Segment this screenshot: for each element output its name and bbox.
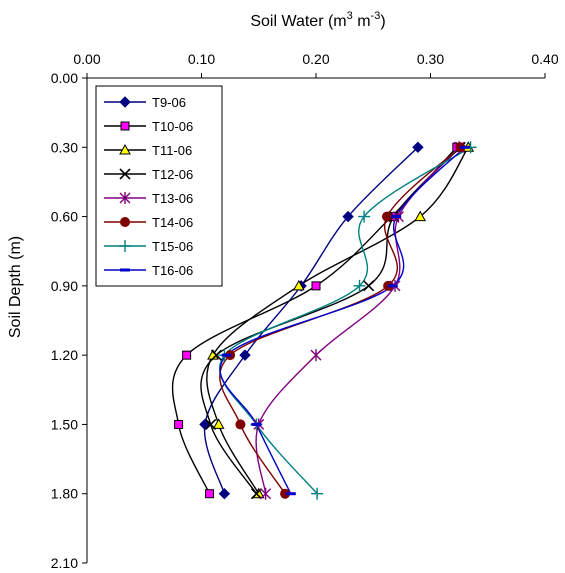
axes: 0.00 0.10 0.20 0.30 0.40 0.00 0.30 0.60 0.90 1.20… [51, 51, 559, 571]
data-point-t11-06-4 [212, 418, 225, 429]
legend: T9-06 T10-06 T11-06 T12-06 T13-06 T14-06 T15-0… [95, 85, 223, 287]
legend-item-t15-06: T15-06 [104, 239, 193, 254]
data-point-t12-06-3 [210, 349, 222, 361]
series-line-t9-06 [203, 146, 419, 494]
legend-item-t11-06: T11-06 [104, 143, 192, 158]
data-point-t16-06-4 [251, 422, 262, 426]
legend-label: T9-06 [152, 95, 186, 110]
series-markers [174, 141, 477, 500]
data-point-t9-06-5 [218, 488, 231, 500]
data-point-t13-06-3 [310, 349, 322, 362]
data-point-t11-06-2 [292, 279, 305, 291]
data-point-t13-06-5 [260, 487, 272, 500]
legend-marker [120, 268, 130, 272]
data-point-t12-06-2 [363, 280, 375, 292]
legend-box [95, 85, 223, 287]
series-line-t13-06 [255, 146, 460, 494]
data-point-t10-06-4 [174, 419, 184, 429]
y-tick-label: 0.00 [51, 70, 78, 86]
data-point-t9-06-3 [239, 349, 251, 361]
y-axis-title: Soil Depth (m) [7, 236, 24, 338]
legend-label: T13-06 [152, 191, 193, 206]
data-point-t9-06-4 [199, 418, 211, 431]
data-point-t9-06-1 [342, 210, 354, 223]
data-point-t12-06-4 [205, 418, 217, 430]
legend-marker [120, 121, 130, 131]
data-point-t16-06-1 [391, 215, 402, 219]
data-point-t15-06-2 [353, 279, 366, 292]
data-point-t9-06-0 [412, 141, 424, 153]
legend-label: T12-06 [152, 167, 193, 182]
x-tick-label: 0.00 [73, 51, 100, 67]
y-tick-label: 1.20 [51, 347, 78, 363]
y-tick-label: 1.80 [51, 486, 78, 502]
y-tick-label: 1.50 [51, 416, 78, 432]
legend-marker [119, 240, 131, 252]
legend-item-t10-06: T10-06 [104, 119, 193, 134]
y-tick-label: 2.10 [51, 555, 78, 571]
legend-marker [119, 168, 131, 180]
data-point-t10-06-3 [182, 350, 192, 360]
legend-label: T11-06 [152, 143, 192, 158]
legend-item-t9-06: T9-06 [104, 95, 186, 110]
y-tick-label: 0.60 [51, 209, 78, 225]
data-point-t14-06-1 [381, 211, 392, 222]
x-axis-title: Soil Water (m3 m-3) [250, 10, 385, 30]
legend-item-t16-06: T16-06 [104, 263, 193, 278]
legend-label: T15-06 [152, 239, 193, 254]
data-point-t15-06-5 [311, 487, 324, 500]
data-point-t12-06-5 [250, 488, 263, 500]
data-point-t16-06-3 [221, 353, 232, 357]
legend-label: T14-06 [152, 215, 193, 230]
data-point-t10-06-5 [205, 489, 215, 499]
y-tick-label: 0.30 [51, 139, 78, 155]
x-tick-label: 0.30 [417, 51, 444, 67]
data-point-t11-06-1 [414, 210, 427, 222]
legend-item-t14-06: T14-06 [104, 215, 193, 230]
series-line-t12-06 [200, 146, 461, 495]
legend-marker [119, 96, 131, 108]
legend-marker [119, 143, 131, 155]
data-point-t15-06-1 [358, 210, 371, 223]
data-point-t16-06-5 [285, 492, 296, 496]
x-tick-label: 0.10 [188, 51, 215, 67]
y-tick-label: 0.90 [51, 278, 78, 294]
x-tick-label: 0.20 [302, 51, 329, 67]
x-tick-label: 0.40 [531, 51, 558, 67]
data-point-t16-06-2 [387, 284, 398, 288]
series-line-t15-06 [218, 146, 471, 495]
data-point-t10-06-2 [311, 281, 321, 291]
legend-item-t12-06: T12-06 [104, 167, 193, 182]
legend-marker [120, 217, 130, 227]
data-point-t14-06-4 [235, 419, 246, 430]
legend-item-t13-06: T13-06 [104, 191, 193, 206]
legend-label: T10-06 [152, 119, 193, 134]
legend-label: T16-06 [152, 263, 193, 278]
legend-marker [119, 192, 131, 204]
data-point-t16-06-0 [459, 145, 470, 149]
